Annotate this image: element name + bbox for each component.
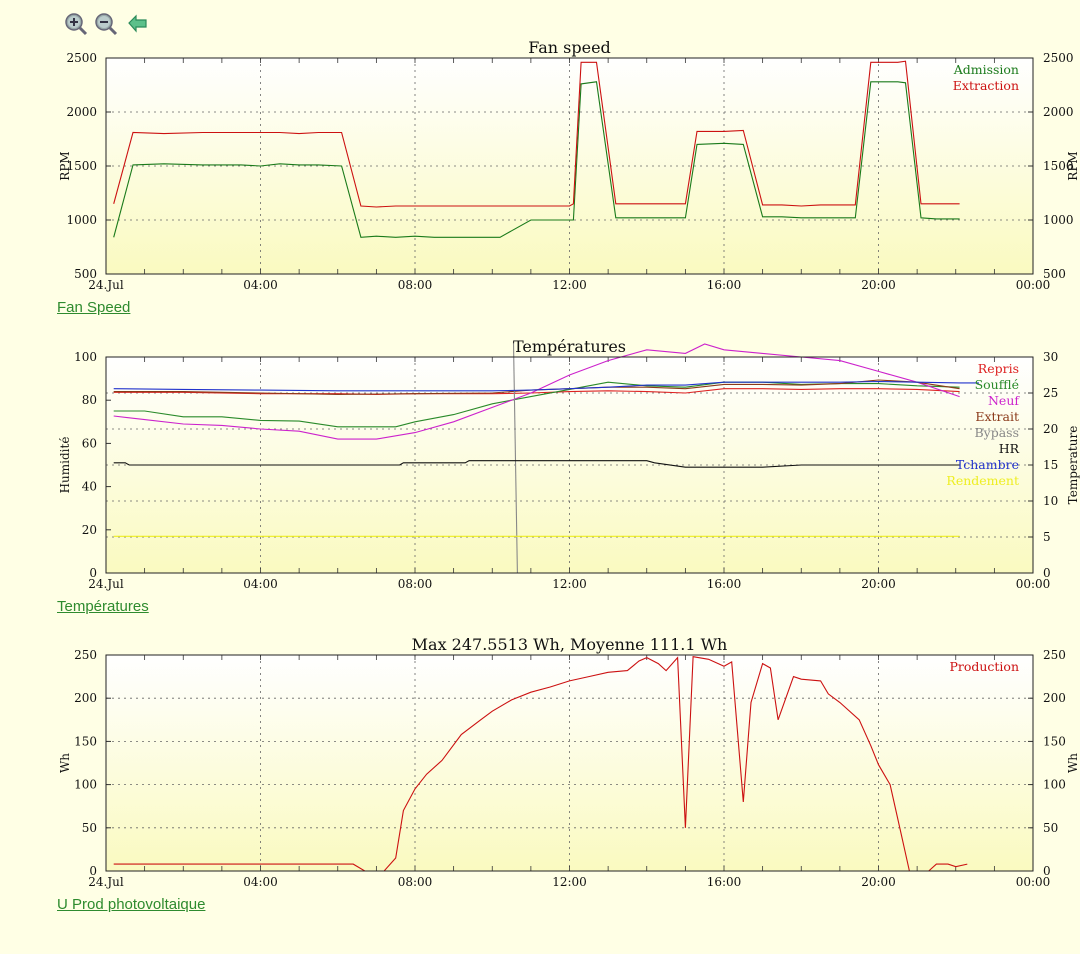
y-left-tick-label: 60 [82,436,97,450]
fan-speed-link[interactable]: Fan Speed [57,299,131,316]
y-axis-left-label: RPM [58,151,72,180]
y-left-tick-label: 500 [74,267,97,281]
y-right-tick-label: 150 [1043,734,1066,748]
legend-item-bypass: Bypass [974,425,1019,440]
x-tick-label: 04:00 [243,875,278,889]
temperatures-chart: 24.Jul 04:00 08:00 12:00 16:00 20:00 00:000204… [58,337,1080,591]
x-tick-label: 20:00 [861,278,896,292]
y-right-tick-label: 15 [1043,458,1058,472]
legend-item-repris: Repris [978,361,1019,376]
y-left-tick-label: 0 [89,566,97,580]
y-right-tick-label: 20 [1043,422,1058,436]
x-tick-label: 04:00 [243,577,278,591]
x-tick-label: 12:00 [552,875,587,889]
series-line-repris [113,388,960,395]
x-tick-label: 08:00 [398,278,433,292]
x-tick-label: 08:00 [398,875,433,889]
x-tick-label: 24.Jul [88,577,124,591]
series-line-hr [113,460,960,468]
x-tick-label: 12:00 [552,577,587,591]
y-right-tick-label: 25 [1043,386,1058,400]
x-tick-label: 00:00 [1016,278,1051,292]
x-tick-label: 04:00 [243,278,278,292]
y-right-tick-label: 5 [1043,530,1051,544]
y-left-tick-label: 40 [82,480,97,494]
plot-frame [105,57,1034,275]
y-right-tick-label: 250 [1043,648,1066,662]
y-right-tick-label: 1000 [1043,213,1074,227]
pv-production-link[interactable]: U Prod photovoltaique [57,896,206,913]
y-axis-right-label: Temperature [1066,426,1080,505]
y-right-tick-label: 10 [1043,494,1058,508]
legend-item-admission: Admission [953,62,1019,77]
fan-speed-chart: 24.Jul 04:00 08:00 12:00 16:00 20:00 00:005001… [58,38,1080,292]
production-chart: 24.Jul 04:00 08:00 12:00 16:00 20:00 00:000501… [58,635,1080,889]
zoom-in-icon[interactable] [64,12,88,36]
back-arrow-icon[interactable] [126,12,150,36]
x-tick-label: 16:00 [707,875,742,889]
y-left-tick-label: 20 [82,523,97,537]
y-left-tick-label: 1500 [66,159,97,173]
y-left-tick-label: 2500 [66,51,97,65]
x-tick-label: 12:00 [552,278,587,292]
series-line-extrait [113,379,960,395]
legend-item-souffle: Soufflé [975,377,1019,392]
y-axis-right-label: RPM [1066,151,1080,180]
plot-frame [105,356,1034,574]
x-tick-label: 08:00 [398,577,433,591]
legend-item-hr: HR [999,441,1020,456]
y-left-tick-label: 100 [74,350,97,364]
x-tick-label: 16:00 [707,278,742,292]
zoom-out-icon[interactable] [94,12,118,36]
x-tick-label: 00:00 [1016,577,1051,591]
chart-title: Fan speed [528,38,611,57]
chart-title: Max 247.5513 Wh, Moyenne 111.1 Wh [412,635,728,654]
legend-item-extraction: Extraction [953,78,1019,93]
series-line-neuf [113,343,960,440]
y-right-tick-label: 0 [1043,566,1051,580]
temperatures-link[interactable]: Températures [57,598,149,615]
series-line-extraction [113,60,960,208]
y-left-tick-label: 50 [82,821,97,835]
y-axis-left-label: Humidité [58,437,72,494]
y-right-tick-label: 100 [1043,778,1066,792]
chart-title: Températures [513,337,626,356]
y-left-tick-label: 2000 [66,105,97,119]
plot-frame [105,654,1034,872]
y-right-tick-label: 200 [1043,691,1066,705]
y-right-tick-label: 2500 [1043,51,1074,65]
legend-item-rendement: Rendement [946,473,1019,488]
y-left-tick-label: 80 [82,393,97,407]
y-right-tick-label: 2000 [1043,105,1074,119]
legend-item-tchambre: Tchambre [956,457,1019,472]
x-tick-label: 24.Jul [88,278,124,292]
x-tick-label: 20:00 [861,577,896,591]
y-left-tick-label: 1000 [66,213,97,227]
series-line-bypass [512,342,518,574]
x-tick-label: 20:00 [861,875,896,889]
y-right-tick-label: 0 [1043,864,1051,878]
y-left-tick-label: 150 [74,734,97,748]
x-tick-label: 16:00 [707,577,742,591]
y-right-tick-label: 30 [1043,350,1058,364]
y-left-tick-label: 250 [74,648,97,662]
y-left-tick-label: 200 [74,691,97,705]
y-axis-right-label: Wh [1066,753,1080,773]
y-right-tick-label: 50 [1043,821,1058,835]
y-left-tick-label: 100 [74,778,97,792]
series-line-tchambre [113,380,979,392]
y-right-tick-label: 1500 [1043,159,1074,173]
y-left-tick-label: 0 [89,864,97,878]
y-right-tick-label: 500 [1043,267,1066,281]
x-tick-label: 24.Jul [88,875,124,889]
legend-item-production: Production [949,659,1019,674]
series-line-admission [113,81,960,238]
y-axis-left-label: Wh [58,753,72,773]
legend-item-extrait: Extrait [975,409,1019,424]
x-tick-label: 00:00 [1016,875,1051,889]
legend-item-neuf: Neuf [988,393,1020,408]
